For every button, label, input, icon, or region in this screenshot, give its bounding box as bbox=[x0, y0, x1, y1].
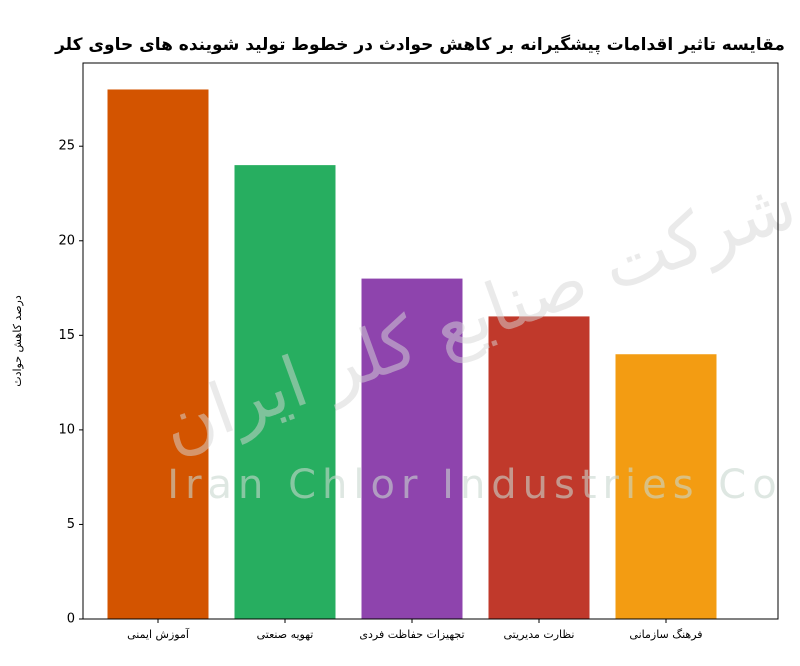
bar bbox=[234, 165, 336, 620]
chart-title: مقایسه تاثیر اقدامات پیشگیرانه بر کاهش ح… bbox=[54, 34, 785, 55]
x-tick-label: تجهیزات حفاظت فردی bbox=[359, 628, 464, 641]
x-tick-label: فرهنگ سازمانی bbox=[629, 628, 702, 641]
y-tick-label: 15 bbox=[58, 328, 75, 343]
x-tick-label: نظارت مدیریتی bbox=[504, 628, 575, 641]
x-tick-label: آموزش ایمنی bbox=[127, 627, 190, 641]
bar bbox=[488, 316, 590, 619]
y-tick-label: 10 bbox=[58, 422, 75, 437]
bar bbox=[615, 354, 717, 619]
x-tick-label: تهویه صنعتی bbox=[257, 628, 314, 641]
y-tick-label: 20 bbox=[58, 233, 75, 248]
y-tick-label: 25 bbox=[58, 139, 75, 154]
bar bbox=[107, 89, 209, 619]
watermark: Iran Chlor Industries Co bbox=[167, 462, 782, 508]
y-tick-label: 5 bbox=[67, 517, 75, 532]
plot-frame bbox=[82, 62, 779, 620]
y-tick-label: 0 bbox=[67, 612, 75, 627]
y-axis-label: درصد کاهش حوادث bbox=[11, 295, 24, 387]
bar bbox=[361, 278, 463, 619]
